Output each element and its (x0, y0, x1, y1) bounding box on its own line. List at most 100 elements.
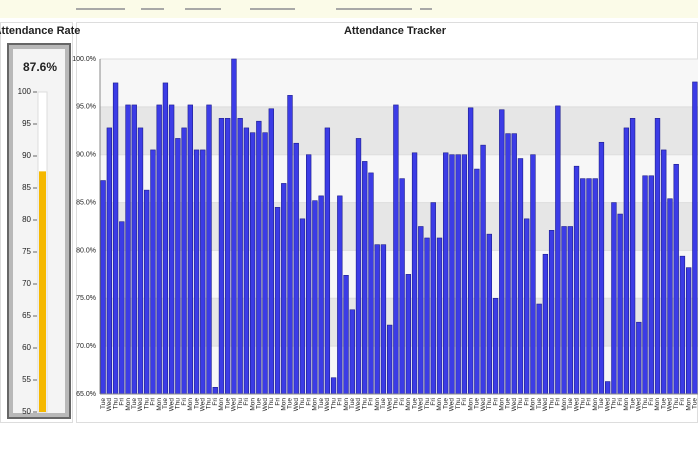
bar (629, 118, 636, 395)
x-tick-label: Wed (480, 398, 487, 412)
x-tick-label: Fri (150, 398, 157, 406)
bar (268, 108, 274, 395)
bar (499, 109, 505, 395)
bar (561, 226, 567, 395)
bar (368, 172, 374, 395)
x-tick-label: Tue (411, 398, 418, 409)
x-tick-label: Mon (561, 398, 568, 411)
bar (287, 95, 293, 395)
x-tick-label: Mon (530, 398, 537, 411)
bar (324, 127, 331, 395)
grid-band (100, 59, 698, 107)
x-tick-label: Fri (461, 398, 468, 406)
x-tick-label: Tue (100, 398, 107, 409)
x-tick-label: Wed (449, 398, 456, 412)
bar (567, 226, 573, 395)
x-tick-label: Thu (330, 398, 337, 410)
x-tick-label: Mon (499, 398, 506, 411)
bar (598, 141, 605, 395)
bar (187, 104, 193, 395)
y-tick-label: 100.0% (72, 56, 96, 63)
x-tick-label: Thu (299, 398, 306, 410)
grid-band (100, 346, 698, 394)
x-tick-label: Tue (474, 398, 481, 409)
x-tick-label: Wed (293, 398, 300, 412)
x-tick-label: Mon (343, 398, 350, 411)
x-tick-label: Wed (667, 398, 674, 412)
x-tick-label: Wed (168, 398, 175, 412)
x-tick-label: Mon (156, 398, 163, 411)
x-tick-label: Wed (355, 398, 362, 412)
bar (511, 133, 517, 395)
bar (573, 165, 580, 395)
x-tick-label: Fri (492, 398, 499, 406)
bar (112, 82, 119, 395)
x-tick-label: Fri (555, 398, 562, 406)
x-tick-label: Thu (393, 398, 400, 410)
x-tick-label: Fri (679, 398, 686, 406)
x-tick-label: Tue (567, 398, 574, 409)
x-tick-label: Tue (256, 398, 263, 409)
bar (611, 202, 617, 395)
x-tick-label: Tue (536, 398, 543, 409)
x-tick-label: Thu (579, 398, 586, 410)
gauge-tick-label: 95 (22, 119, 31, 128)
x-tick-label: Thu (548, 398, 555, 410)
bar (455, 154, 461, 395)
x-tick-label: Fri (243, 398, 250, 406)
x-tick-label: Tue (193, 398, 200, 409)
x-tick-label: Fri (181, 398, 188, 406)
bar (106, 127, 113, 395)
x-tick-label: Tue (442, 398, 449, 409)
bar (343, 275, 349, 395)
x-tick-label: Thu (206, 398, 213, 410)
x-tick-label: Tue (287, 398, 294, 409)
x-tick-label: Thu (517, 398, 524, 410)
chart-title: Attendance Tracker (344, 25, 447, 37)
bar (436, 237, 443, 395)
x-tick-label: Tue (131, 398, 138, 409)
x-tick-label: Thu (642, 398, 649, 410)
x-tick-label: Fri (337, 398, 344, 406)
x-tick-label: Mon (249, 398, 256, 411)
bar (262, 132, 268, 395)
bar (679, 255, 686, 395)
x-tick-label: Thu (143, 398, 150, 410)
x-tick-label: Wed (542, 398, 549, 412)
x-tick-label: Thu (112, 398, 119, 410)
y-tick-label: 90.0% (76, 152, 96, 159)
gauge-tick-label: 55 (22, 375, 31, 384)
x-tick-label: Wed (324, 398, 331, 412)
x-tick-label: Thu (486, 398, 493, 410)
bar (580, 178, 586, 395)
x-tick-label: Mon (592, 398, 599, 411)
bar (386, 324, 393, 395)
bar (555, 105, 561, 395)
bar (200, 149, 206, 395)
x-tick-label: Wed (137, 398, 144, 412)
x-tick-label: Wed (106, 398, 113, 412)
y-tick-label: 70.0% (76, 343, 96, 350)
bar (362, 161, 368, 395)
bar (636, 321, 642, 395)
bar (306, 154, 312, 395)
bar (374, 244, 380, 395)
bar (318, 195, 324, 395)
x-tick-label: Thu (673, 398, 680, 410)
bar (486, 233, 492, 395)
y-tick-label: 95.0% (76, 104, 96, 111)
bar (150, 149, 156, 395)
bar (330, 377, 337, 395)
bar (193, 149, 200, 395)
x-tick-label: Wed (636, 398, 643, 412)
bar (424, 237, 430, 395)
x-tick-label: Wed (604, 398, 611, 412)
bar (536, 303, 542, 395)
x-tick-label: Mon (436, 398, 443, 411)
bar (274, 207, 281, 395)
x-tick-label: Thu (424, 398, 431, 410)
bar (380, 244, 387, 395)
bar (393, 104, 399, 395)
gauge-title: Attendance Rate (0, 25, 80, 37)
